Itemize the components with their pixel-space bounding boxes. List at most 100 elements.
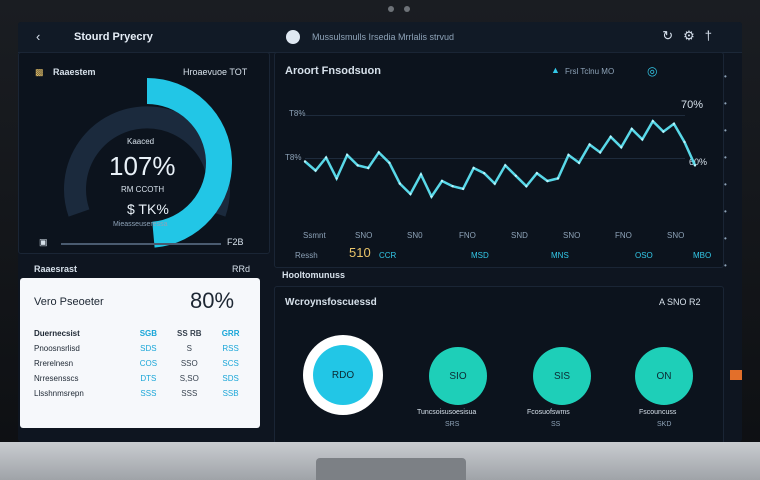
- sidebar-tick-icon[interactable]: •: [724, 126, 727, 135]
- table-cell: DTS: [140, 374, 157, 383]
- data-point: [514, 174, 518, 177]
- data-point: [609, 135, 612, 138]
- bottom-metric-label: OSO: [635, 251, 653, 260]
- close-icon[interactable]: †: [704, 28, 722, 43]
- bottom-metric-label: Ressh: [295, 251, 318, 260]
- table-cell: SCS: [222, 359, 239, 368]
- chevron-left-icon[interactable]: ‹: [36, 29, 41, 44]
- circle-metric[interactable]: SIS: [533, 347, 591, 405]
- circle-caption-sub: SS: [551, 421, 561, 428]
- right-sidebar-strip: • • • • • • • •: [724, 72, 742, 432]
- circles-panel: Wcroynsfoscuessd A SNO R2 RDO SIO SIS ON…: [274, 286, 724, 442]
- gauge-svg: [64, 78, 232, 248]
- circles-tab[interactable]: Hooltomunuss: [282, 270, 345, 280]
- data-point: [461, 187, 465, 190]
- table-row: Pnoosnsrlisd SDS S RSS: [34, 341, 248, 356]
- bottom-metric-label: MNS: [551, 251, 569, 260]
- data-point: [356, 164, 359, 167]
- white-card-table: Duernecsist SGB SS RB GRR Pnoosnsrlisd SDS S RS…: [34, 326, 248, 401]
- table-row: Rrerelnesn COS SSO SCS: [34, 356, 248, 371]
- data-point: [504, 164, 507, 167]
- top-bar: ‹ Stourd Pryecry Mussulsmulls Irsedia Mr…: [18, 22, 742, 53]
- settings-icon[interactable]: ⚙: [683, 28, 705, 43]
- data-point: [388, 161, 391, 164]
- table-cell: Pnoosnsrlisd: [34, 344, 80, 353]
- circles-title: Wcroynsfoscuessd: [285, 297, 377, 308]
- gauge-panel: ▩ Raaestem Hroaevuoe TOT Kaaced 107% RM …: [18, 52, 270, 254]
- gauge-lower-value: $ TK%: [127, 201, 169, 217]
- chart-controls[interactable]: Frsl Tclnu MO: [565, 67, 615, 76]
- data-point: [598, 151, 602, 154]
- section-right: RRd: [232, 264, 251, 274]
- data-point: [335, 177, 338, 180]
- circle-metric-label: RDO: [313, 345, 373, 405]
- data-point: [567, 153, 570, 157]
- table-cell: SDS: [140, 344, 157, 353]
- chart-panel: Aroort Fnsodsuon ▲ Frsl Tclnu MO ◎ 70% 6…: [274, 52, 724, 268]
- table-cell: Duernecsist: [34, 329, 80, 338]
- gauge-center-label: Kaaced: [127, 137, 155, 146]
- data-point: [451, 185, 454, 188]
- table-cell: Nrresensscs: [34, 374, 79, 383]
- x-tick-label: SNO: [355, 231, 373, 240]
- data-point: [556, 177, 560, 180]
- chart-title: Aroort Fnsodsuon: [285, 65, 381, 77]
- chart-right-top: 70%: [681, 99, 704, 111]
- white-card: Vero Pseoeter 80% Duernecsist SGB SS RB GRR…: [20, 278, 260, 428]
- gauge-center-sub: RM CCOTH: [121, 185, 165, 194]
- sidebar-tick-icon[interactable]: •: [724, 261, 727, 270]
- circle-caption: Fcosuofswms: [527, 409, 570, 416]
- avatar[interactable]: [286, 30, 300, 44]
- sidebar-tick-icon[interactable]: •: [724, 99, 727, 108]
- gauge-footer-icon[interactable]: ▣: [39, 237, 48, 247]
- orange-indicator: [730, 370, 742, 380]
- circle-metric[interactable]: ON: [635, 347, 693, 405]
- data-point: [482, 172, 486, 175]
- table-row: Nrresensscs DTS S,SO SDS: [34, 371, 248, 386]
- line-chart-svg: [303, 119, 697, 200]
- gauge-footer-line: [61, 243, 221, 245]
- data-point: [324, 156, 328, 159]
- circle-caption: Fscouncuss: [639, 409, 677, 416]
- data-point: [546, 179, 549, 183]
- x-tick-label: SNO: [667, 231, 685, 240]
- table-cell: SGB: [139, 329, 158, 338]
- x-tick-label: Ssmnt: [303, 231, 326, 240]
- laptop-stand: [316, 458, 466, 480]
- sidebar-tick-icon[interactable]: •: [724, 207, 727, 216]
- sidebar-tick-icon[interactable]: •: [724, 234, 727, 243]
- data-point: [314, 169, 317, 172]
- data-point: [683, 140, 686, 144]
- gauge-header-left: Raaestem: [53, 67, 96, 77]
- data-point: [620, 146, 623, 149]
- bottom-metric-label: MSD: [471, 251, 489, 260]
- circle-metric[interactable]: SIO: [429, 347, 487, 405]
- data-point: [493, 182, 496, 185]
- data-point: [430, 195, 433, 198]
- table-cell: COS: [139, 359, 158, 368]
- table-cell: SSS: [181, 389, 198, 398]
- data-point: [630, 127, 633, 131]
- gridline: [305, 158, 685, 159]
- sidebar-tick-icon[interactable]: •: [724, 153, 727, 162]
- table-cell: Rrerelnesn: [34, 359, 74, 368]
- topbar-icons: ↻⚙†: [662, 28, 722, 44]
- data-point: [398, 182, 402, 185]
- bottom-metric-label: MBO: [693, 251, 712, 260]
- circle-metric[interactable]: RDO: [303, 335, 383, 415]
- sidebar-tick-icon[interactable]: •: [724, 72, 727, 81]
- gauge-header-right: Hroaevuoe TOT: [183, 67, 248, 77]
- data-point: [367, 166, 370, 170]
- refresh-icon[interactable]: ↻: [662, 28, 684, 43]
- sidebar-tick-icon[interactable]: •: [724, 180, 727, 189]
- table-cell: RSS: [222, 344, 239, 353]
- camera-dot: [404, 6, 410, 12]
- target-icon[interactable]: ◎: [647, 64, 658, 78]
- circle-caption: Tuncsoisusoesisua: [417, 409, 477, 416]
- data-point: [440, 179, 444, 183]
- table-cell: Llsshnmsrepn: [34, 389, 84, 398]
- table-cell: S: [186, 344, 192, 353]
- data-point: [472, 166, 475, 170]
- x-tick-label: SNO: [563, 231, 581, 240]
- data-point: [693, 164, 697, 167]
